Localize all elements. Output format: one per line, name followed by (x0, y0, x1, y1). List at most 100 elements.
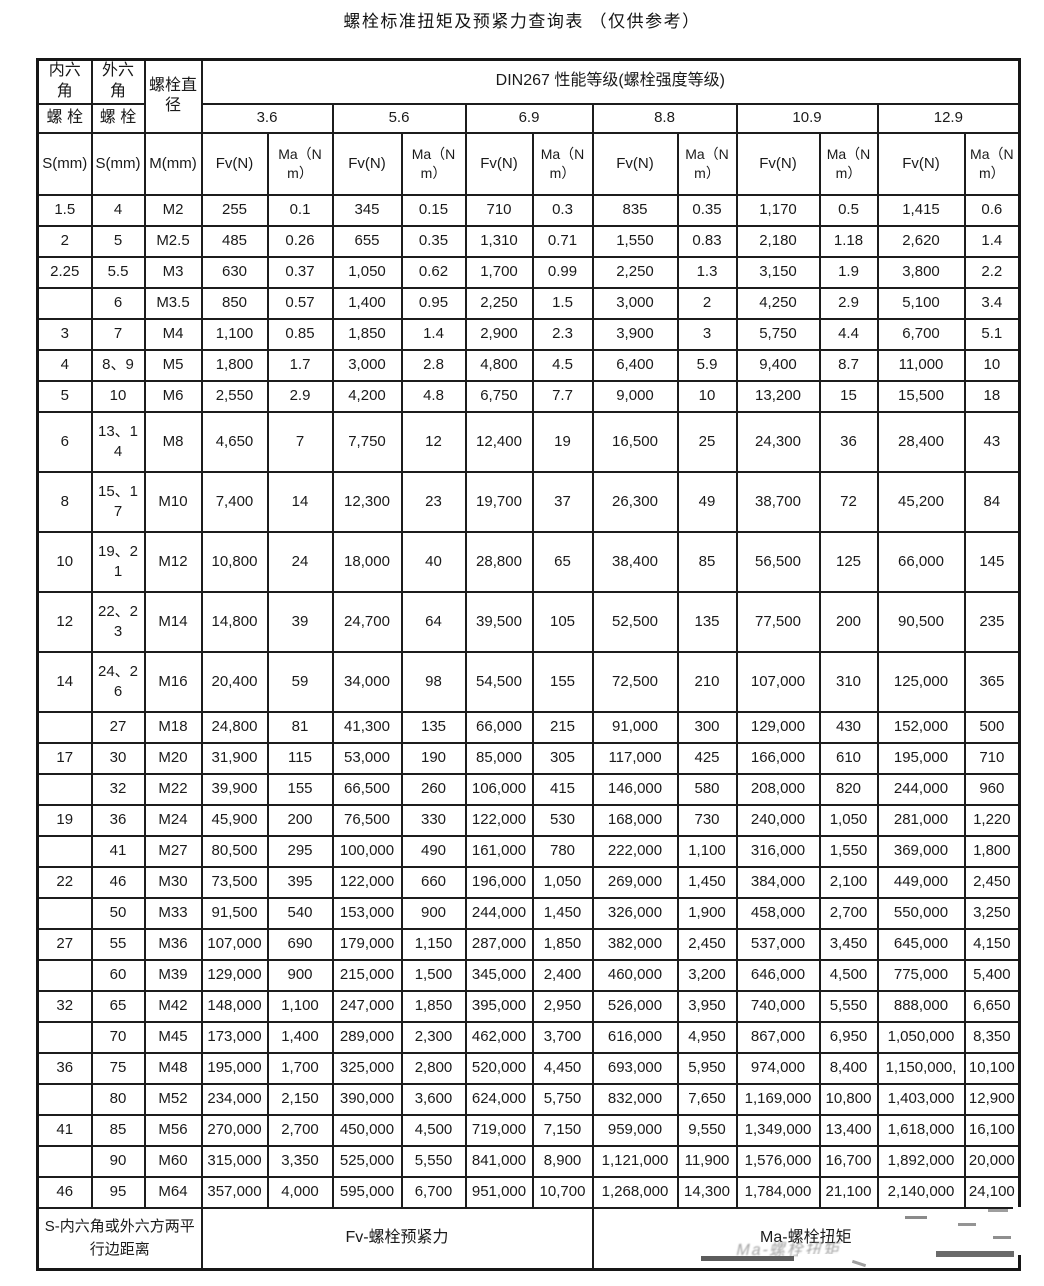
table-cell: 122,000 (331, 865, 403, 899)
table-cell: M24 (143, 803, 203, 837)
header-row-3: S(mm) S(mm) M(mm) Fv(N) Ma（N m） Fv(N) Ma… (36, 131, 1021, 196)
table-row: 36 75 M48 195,000 1,700 325,000 2,800 520,000 4,… (36, 1051, 1021, 1085)
table-cell: 0.99 (531, 255, 594, 289)
table-cell: 9,550 (676, 1113, 738, 1147)
footer-row: S-内六角或外六方两平行边距离 Fv-螺栓预紧力 Ma-螺栓扭矩 (36, 1206, 1021, 1271)
grade-header: 6.9 (464, 102, 594, 134)
table-cell: 106,000 (464, 772, 534, 806)
table-cell: 80 (90, 1082, 146, 1116)
table-cell: 1,050 (531, 865, 594, 899)
table-cell: 8 (36, 470, 93, 533)
table-cell: 645,000 (876, 927, 966, 961)
table-cell: M64 (143, 1175, 203, 1209)
table-row: 41 M27 80,500 295 100,000 490 161,000 780 222,00… (36, 834, 1021, 868)
table-cell: 1,100 (676, 834, 738, 868)
table-row: 17 30 M20 31,900 115 53,000 190 85,000 305 117,00… (36, 741, 1021, 775)
table-cell: 630 (200, 255, 269, 289)
table-cell: 215 (531, 710, 594, 744)
table-cell: 7 (266, 410, 334, 473)
table-cell: 66,500 (331, 772, 403, 806)
table-cell: 5.5 (90, 255, 146, 289)
table-cell: 43 (963, 410, 1021, 473)
table-cell: M14 (143, 590, 203, 653)
table-cell: 84 (963, 470, 1021, 533)
table-cell: 46 (36, 1175, 93, 1209)
table-cell: 24,300 (735, 410, 821, 473)
table-cell: M42 (143, 989, 203, 1023)
table-cell: 3,450 (818, 927, 879, 961)
table-cell: M27 (143, 834, 203, 868)
table-cell: 72 (818, 470, 879, 533)
table-cell: 3,200 (676, 958, 738, 992)
table-cell: 3,000 (591, 286, 679, 320)
table-cell: 710 (963, 741, 1021, 775)
table-cell: M36 (143, 927, 203, 961)
grade-header: 5.6 (331, 102, 467, 134)
table-cell: 1,700 (266, 1051, 334, 1085)
table-cell: 27 (90, 710, 146, 744)
table-cell: 100,000 (331, 834, 403, 868)
table-cell: 2,300 (400, 1020, 467, 1054)
table-cell: 3,900 (591, 317, 679, 351)
table-cell: 2.9 (266, 379, 334, 413)
table-cell: 45,200 (876, 470, 966, 533)
table-cell: 382,000 (591, 927, 679, 961)
table-cell: 247,000 (331, 989, 403, 1023)
table-cell: 12 (36, 590, 93, 653)
table-cell: 295 (266, 834, 334, 868)
table-cell: 951,000 (464, 1175, 534, 1209)
table-cell: 5,400 (963, 958, 1021, 992)
table-cell: 1,800 (200, 348, 269, 382)
table-row: 1.5 4 M2 255 0.1 345 0.15 710 0.3 835 0.35 1,170 0.5… (36, 193, 1021, 227)
table-cell: 365 (963, 650, 1021, 713)
table-cell: 9,400 (735, 348, 821, 382)
ma-label-cell: Ma（N m） (400, 131, 467, 196)
table-cell: 37 (531, 470, 594, 533)
table-cell: 2,450 (963, 865, 1021, 899)
table-cell: 135 (676, 590, 738, 653)
table-cell: 24,700 (331, 590, 403, 653)
table-cell: 95 (90, 1175, 146, 1209)
table-cell: 8,400 (818, 1051, 879, 1085)
table-cell: 4,950 (676, 1020, 738, 1054)
table-cell: 6,650 (963, 989, 1021, 1023)
table-cell: 1,121,000 (591, 1144, 679, 1178)
page-title: 螺栓标准扭矩及预紧力查询表 （仅供参考） (343, 12, 701, 31)
table-cell: 2,700 (266, 1113, 334, 1147)
table-cell: 580 (676, 772, 738, 806)
s-label-cell: S(mm) (90, 131, 146, 196)
table-cell: 900 (266, 958, 334, 992)
table-cell (36, 710, 93, 744)
table-cell: 234,000 (200, 1082, 269, 1116)
table-cell: 449,000 (876, 865, 966, 899)
table-cell: M52 (143, 1082, 203, 1116)
table-cell: 4,200 (331, 379, 403, 413)
table-cell (36, 896, 93, 930)
table-cell: 235 (963, 590, 1021, 653)
table-row: 27 M18 24,800 81 41,300 135 66,000 215 91,000 300… (36, 710, 1021, 744)
table-cell: 153,000 (331, 896, 403, 930)
table-cell: 12,300 (331, 470, 403, 533)
table-cell: 41 (36, 1113, 93, 1147)
table-cell: 460,000 (591, 958, 679, 992)
table-cell: 5.9 (676, 348, 738, 382)
table-cell: 13、14 (90, 410, 146, 473)
table-cell: 850 (200, 286, 269, 320)
table-cell: 500 (963, 710, 1021, 744)
table-cell: 395 (266, 865, 334, 899)
fv-label-cell: Fv(N) (876, 131, 966, 196)
table-cell: M8 (143, 410, 203, 473)
table-cell: 974,000 (735, 1051, 821, 1085)
table-cell: 1,310 (464, 224, 534, 258)
table-cell: M18 (143, 710, 203, 744)
table-cell: 2,400 (531, 958, 594, 992)
table-cell: 270,000 (200, 1113, 269, 1147)
table-cell: 310 (818, 650, 879, 713)
table-cell: 4,650 (200, 410, 269, 473)
table-cell: 107,000 (200, 927, 269, 961)
table-cell: 25 (676, 410, 738, 473)
table-cell: 1,050 (818, 803, 879, 837)
table-cell: 85,000 (464, 741, 534, 775)
table-cell: M2.5 (143, 224, 203, 258)
table-cell: 330 (400, 803, 467, 837)
